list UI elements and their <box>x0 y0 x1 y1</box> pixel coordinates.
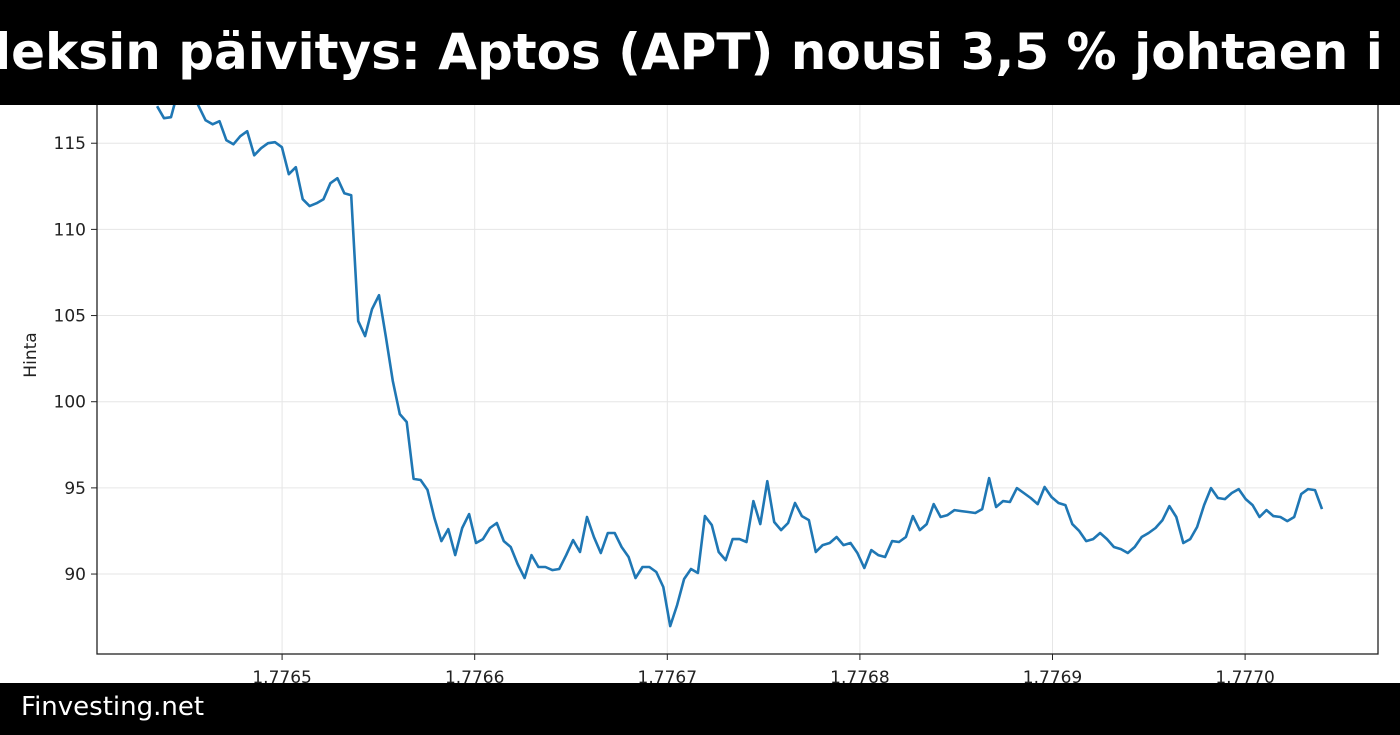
series-marks <box>155 81 1324 628</box>
y-axis: 90 95 100 105 110 115 <box>54 134 97 585</box>
y-tick-label: 95 <box>64 479 86 499</box>
headline-title: leksin päivitys: Aptos (APT) nousi 3,5 %… <box>0 23 1383 81</box>
brand-name: Finvesting.net <box>21 692 205 722</box>
y-tick-label: 90 <box>64 565 86 585</box>
headline-banner: leksin päivitys: Aptos (APT) nousi 3,5 %… <box>0 0 1400 105</box>
y-tick-label: 100 <box>54 393 86 413</box>
y-axis-label: Hinta <box>21 332 41 377</box>
plot-area-frame <box>96 44 1379 655</box>
y-tick-label: 110 <box>54 220 86 240</box>
grid-lines <box>97 45 1378 654</box>
y-tick-label: 105 <box>54 307 86 327</box>
footer-bar: Finvesting.net <box>0 683 1400 735</box>
y-tick-label: 115 <box>54 134 86 154</box>
price-series-line <box>155 81 1324 628</box>
